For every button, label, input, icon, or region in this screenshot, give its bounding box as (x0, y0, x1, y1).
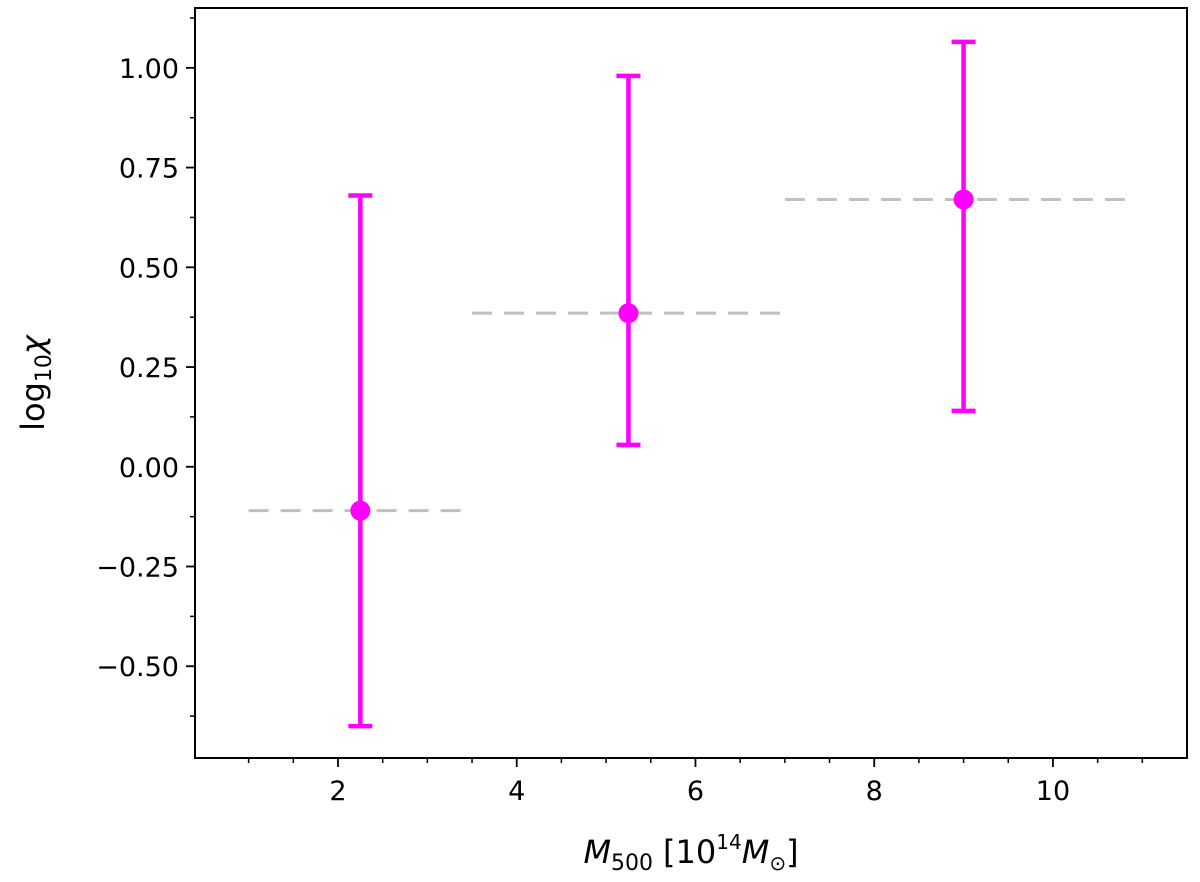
y-tick-label: 1.00 (119, 54, 179, 85)
data-point (618, 303, 639, 324)
data-point (350, 500, 371, 521)
plot-frame (194, 7, 1188, 759)
x-tick-label: 8 (866, 776, 883, 807)
errorbars (348, 39, 976, 729)
major-ticks: 2 4 6 8 10 −0.50 −0.25 0.00 0.25 0.50 0.75 1.00 (96, 54, 1070, 807)
y-tick-label: −0.50 (96, 652, 179, 683)
x-axis-label-base-sub: 500 (611, 851, 653, 876)
x-tick-label: 6 (687, 776, 704, 807)
y-tick-label: 0.75 (119, 154, 179, 185)
x-tick-label: 2 (329, 776, 346, 807)
minor-ticks (190, 17, 1144, 763)
y-axis-label: log10χ (14, 334, 57, 431)
x-axis-label-unit-sub: ⊙ (769, 851, 786, 875)
y-axis-label-prefix: log (14, 382, 52, 431)
x-axis-label: M500 [1014M⊙] (583, 830, 798, 876)
y-axis-label-symbol: χ (14, 334, 52, 356)
y-tick-label: 0.50 (119, 253, 179, 284)
data-point (953, 189, 974, 210)
x-axis-label-close: ] (786, 833, 798, 871)
x-axis-label-exponent: 14 (716, 830, 741, 854)
y-axis-label-prefix-sub: 10 (32, 354, 57, 382)
x-tick-label: 4 (508, 776, 525, 807)
bin-lines (248, 197, 1134, 513)
x-axis-label-unit-base: M (742, 833, 770, 871)
y-tick-label: 0.00 (119, 453, 179, 484)
x-axis-label-base: M (583, 833, 611, 871)
markers (350, 189, 974, 521)
y-tick-label: 0.25 (119, 353, 179, 384)
x-axis-label-open: [10 (663, 833, 716, 871)
x-tick-label: 10 (1036, 776, 1070, 807)
y-tick-label: −0.25 (96, 553, 179, 584)
